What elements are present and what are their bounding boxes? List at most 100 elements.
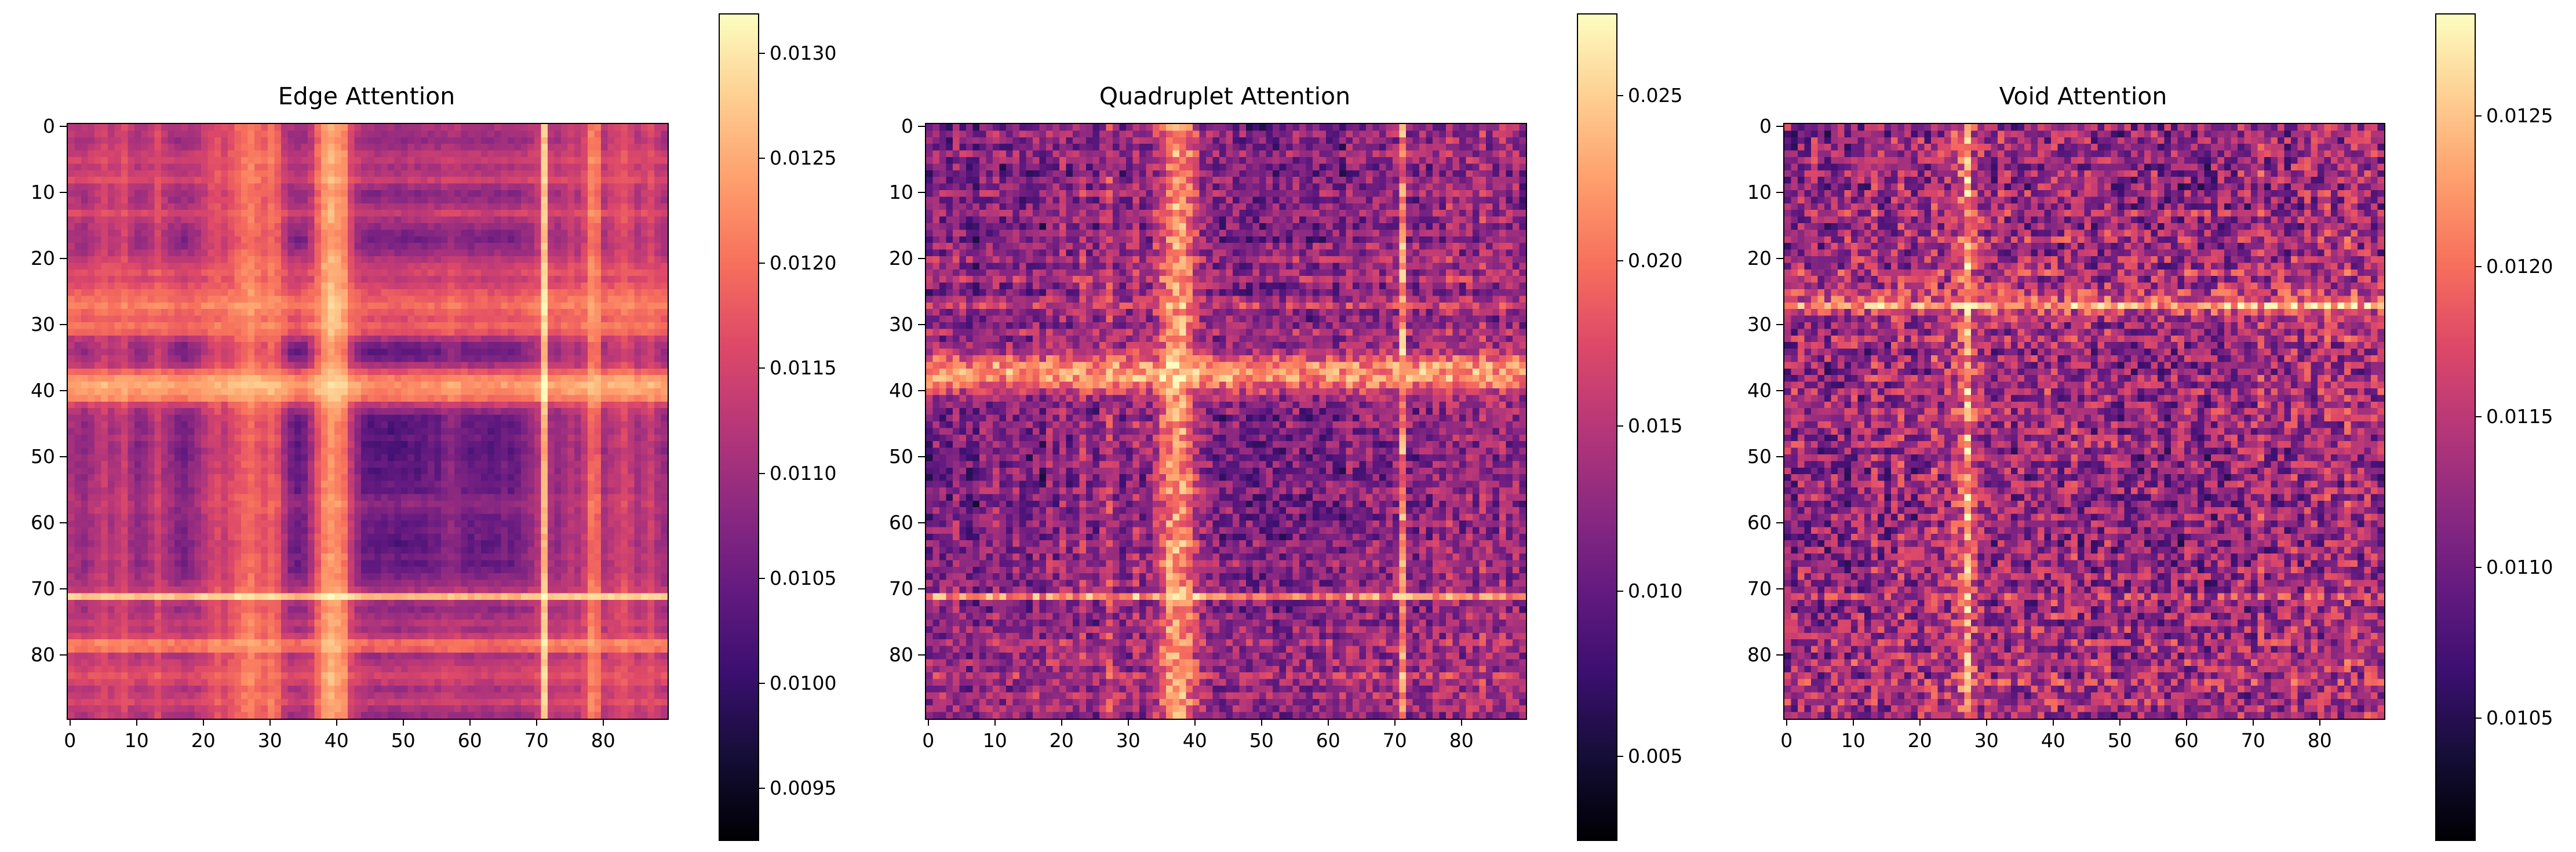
- x-tick: [2319, 719, 2320, 726]
- y-tick: [60, 654, 67, 656]
- x-tick-label: 50: [2107, 729, 2132, 752]
- x-tick-label: 10: [124, 729, 149, 752]
- x-tick-label: 80: [2307, 729, 2332, 752]
- x-tick: [927, 719, 929, 726]
- colorbar-gradient-quadruplet-attention: [1578, 14, 1616, 840]
- x-tick: [2052, 719, 2054, 726]
- plot-title-quadruplet-attention: Quadruplet Attention: [1099, 82, 1351, 110]
- y-tick-label: 70: [1747, 577, 1772, 600]
- colorbar-tick-label: 0.0095: [770, 777, 837, 800]
- colorbar-tick-label: 0.0105: [2486, 707, 2553, 730]
- y-tick: [1776, 522, 1783, 523]
- colorbar-tick-label: 0.0105: [770, 566, 837, 589]
- y-tick-label: 50: [889, 445, 913, 468]
- y-tick-label: 80: [31, 643, 55, 666]
- y-tick-label: 30: [31, 312, 55, 336]
- x-tick-label: 40: [2041, 729, 2065, 752]
- y-tick-label: 30: [1747, 312, 1772, 336]
- colorbar-tick-label: 0.0115: [770, 356, 837, 380]
- y-tick-label: 60: [889, 511, 913, 534]
- colorbar-gradient-void-attention: [2436, 14, 2475, 840]
- x-tick: [202, 719, 204, 726]
- colorbar-tick: [1617, 590, 1623, 592]
- x-tick: [1194, 719, 1196, 726]
- y-tick: [1776, 654, 1783, 656]
- x-tick-label: 60: [2174, 729, 2199, 752]
- y-tick: [60, 522, 67, 523]
- y-tick-label: 40: [31, 378, 55, 402]
- x-tick: [1061, 719, 1062, 726]
- colorbar-tick-label: 0.0120: [770, 252, 837, 275]
- y-tick-label: 10: [1747, 180, 1772, 203]
- y-tick: [918, 323, 925, 325]
- colorbar-tick: [759, 682, 765, 684]
- x-tick-label: 60: [457, 729, 482, 752]
- y-tick-label: 70: [31, 577, 55, 600]
- y-tick: [918, 522, 925, 523]
- x-tick: [402, 719, 404, 726]
- x-tick-label: 70: [2240, 729, 2265, 752]
- y-tick-label: 70: [889, 577, 913, 600]
- y-tick: [1776, 456, 1783, 457]
- x-tick-label: 20: [1907, 729, 1932, 752]
- colorbar-void-attention: [2435, 13, 2476, 841]
- colorbar-tick: [1617, 755, 1623, 757]
- colorbar-tick: [759, 788, 765, 789]
- x-tick-label: 50: [391, 729, 416, 752]
- colorbar-tick: [2476, 115, 2482, 116]
- x-tick-label: 60: [1316, 729, 1340, 752]
- colorbar-tick-label: 0.010: [1628, 579, 1683, 602]
- y-tick: [1776, 257, 1783, 259]
- colorbar-gradient-edge-attention: [720, 14, 758, 840]
- x-tick-label: 30: [257, 729, 282, 752]
- y-tick-label: 50: [31, 445, 55, 468]
- y-tick: [60, 389, 67, 391]
- x-tick-label: 30: [1974, 729, 1999, 752]
- x-tick-label: 0: [64, 729, 76, 752]
- y-tick: [918, 191, 925, 193]
- heatmap-quadruplet-attention: [926, 124, 1526, 719]
- colorbar-tick: [759, 472, 765, 474]
- x-tick-label: 80: [1449, 729, 1474, 752]
- plot-title-edge-attention: Edge Attention: [278, 82, 456, 110]
- colorbar-tick: [759, 263, 765, 264]
- x-tick-label: 20: [191, 729, 216, 752]
- y-tick: [60, 323, 67, 325]
- x-tick: [269, 719, 271, 726]
- x-tick: [1394, 719, 1396, 726]
- x-tick-label: 10: [1841, 729, 1865, 752]
- colorbar-quadruplet-attention: [1577, 13, 1617, 841]
- colorbar-edge-attention: [719, 13, 759, 841]
- y-tick-label: 0: [43, 114, 55, 137]
- y-tick-label: 40: [1747, 378, 1772, 402]
- x-tick-label: 0: [922, 729, 935, 752]
- colorbar-tick-label: 0.0100: [770, 671, 837, 694]
- y-tick: [60, 456, 67, 457]
- y-tick-label: 30: [889, 312, 913, 336]
- x-tick-label: 40: [1182, 729, 1207, 752]
- y-tick-label: 10: [31, 180, 55, 203]
- axes-edge-attention: [67, 123, 669, 720]
- colorbar-tick: [759, 367, 765, 369]
- y-tick-label: 0: [901, 114, 913, 137]
- y-tick: [918, 125, 925, 127]
- x-tick: [1985, 719, 1987, 726]
- axes-void-attention: [1783, 123, 2385, 720]
- x-tick: [1327, 719, 1329, 726]
- x-tick-label: 70: [1382, 729, 1407, 752]
- x-tick: [1127, 719, 1129, 726]
- colorbar-tick: [2476, 567, 2482, 569]
- colorbar-tick-label: 0.0125: [2486, 104, 2553, 127]
- y-tick: [60, 257, 67, 259]
- panel-quadruplet-attention: Quadruplet Attention 0 10 20 30 40 50 60 70 80 0 1…: [858, 0, 1717, 852]
- y-tick: [1776, 125, 1783, 127]
- y-tick-label: 60: [1747, 511, 1772, 534]
- y-tick-label: 50: [1747, 445, 1772, 468]
- x-tick: [469, 719, 471, 726]
- x-tick: [1786, 719, 1787, 726]
- x-tick-label: 20: [1049, 729, 1074, 752]
- y-tick-label: 80: [889, 643, 913, 666]
- colorbar-tick: [759, 577, 765, 579]
- x-tick: [69, 719, 71, 726]
